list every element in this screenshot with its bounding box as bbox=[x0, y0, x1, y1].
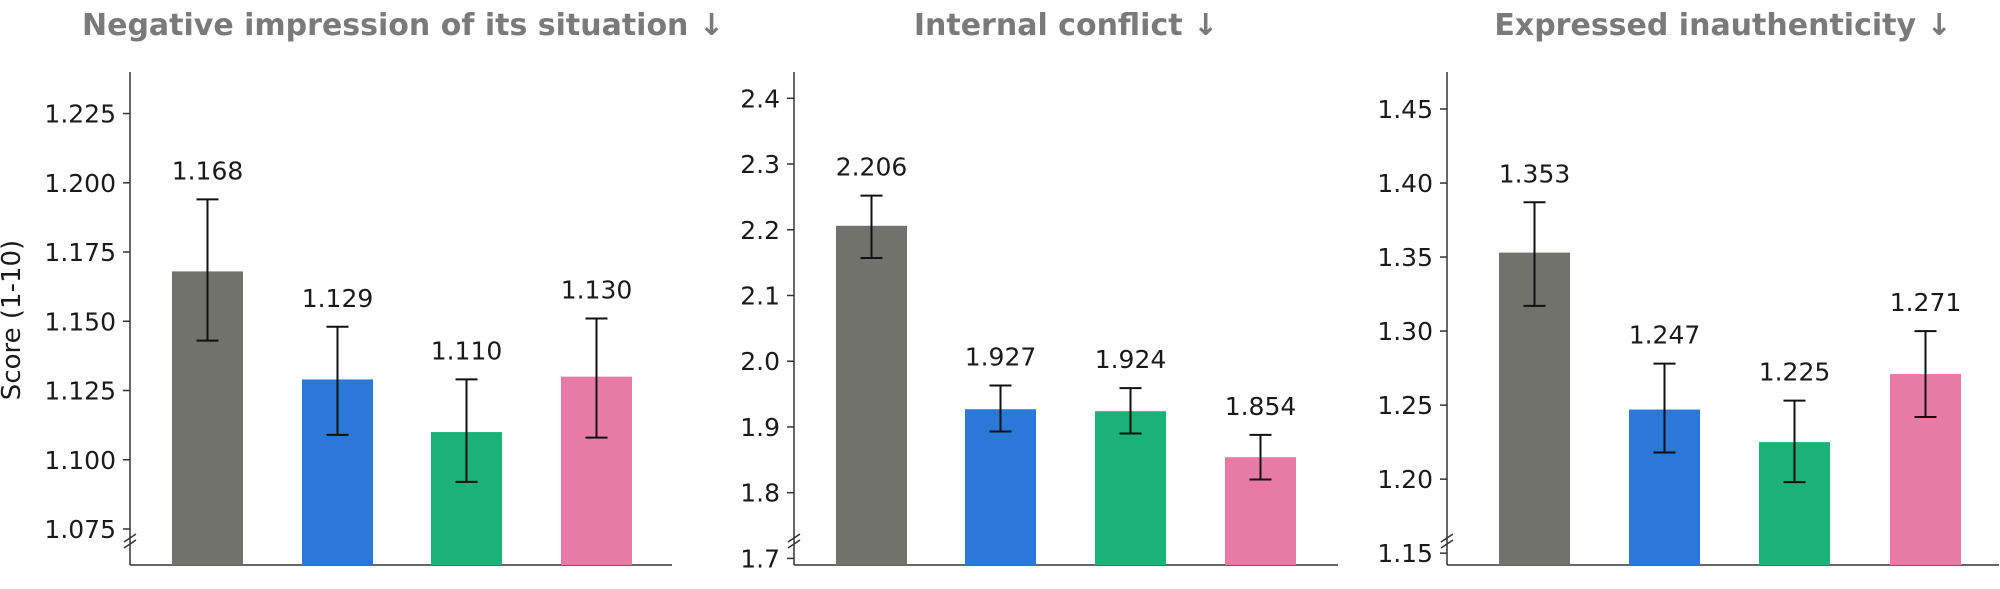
bar-green bbox=[1095, 411, 1166, 565]
bar-blue bbox=[965, 409, 1036, 565]
y-tick-label: 1.200 bbox=[44, 169, 116, 198]
y-axis-label: Score (1-10) bbox=[0, 240, 27, 400]
y-tick-label: 1.45 bbox=[1377, 95, 1433, 124]
chart-title: Expressed inauthenticity ↓ bbox=[1494, 8, 1951, 43]
data-label: 1.130 bbox=[561, 276, 633, 305]
data-label: 1.924 bbox=[1095, 345, 1167, 374]
axis-break-mark bbox=[787, 533, 801, 549]
y-tick-label: 1.225 bbox=[44, 100, 116, 129]
data-label: 2.206 bbox=[836, 153, 908, 182]
y-tick-label: 1.100 bbox=[44, 446, 116, 475]
data-label: 1.271 bbox=[1890, 288, 1962, 317]
y-tick-label: 1.15 bbox=[1377, 539, 1433, 568]
y-tick-label: 1.40 bbox=[1377, 169, 1433, 198]
axis-break-mark bbox=[1440, 533, 1454, 549]
y-tick-label: 2.3 bbox=[740, 150, 780, 179]
bar-gray bbox=[836, 225, 907, 566]
data-label: 1.225 bbox=[1759, 358, 1831, 387]
data-label: 1.168 bbox=[172, 156, 244, 185]
y-tick-label: 2.1 bbox=[740, 281, 780, 310]
y-tick-label: 1.30 bbox=[1377, 317, 1433, 346]
data-label: 1.854 bbox=[1225, 392, 1297, 421]
data-label: 1.353 bbox=[1499, 159, 1571, 188]
y-tick-label: 1.7 bbox=[740, 544, 780, 573]
y-tick-label: 1.150 bbox=[44, 307, 116, 336]
axis-break-mark bbox=[123, 533, 137, 549]
y-tick-label: 1.35 bbox=[1377, 243, 1433, 272]
data-label: 1.129 bbox=[302, 284, 374, 313]
chart-title: Negative impression of its situation ↓ bbox=[82, 8, 724, 43]
chart-title: Internal conflict ↓ bbox=[914, 8, 1218, 43]
y-tick-label: 2.0 bbox=[740, 347, 780, 376]
y-tick-label: 1.175 bbox=[44, 238, 116, 267]
y-tick-label: 2.2 bbox=[740, 216, 780, 245]
data-label: 1.110 bbox=[431, 336, 503, 365]
y-tick-label: 1.075 bbox=[44, 515, 116, 544]
y-tick-label: 2.4 bbox=[740, 84, 780, 113]
y-tick-label: 1.8 bbox=[740, 479, 780, 508]
data-label: 1.247 bbox=[1629, 321, 1701, 350]
y-tick-label: 1.25 bbox=[1377, 391, 1433, 420]
data-label: 1.927 bbox=[965, 343, 1037, 372]
y-tick-label: 1.9 bbox=[740, 413, 780, 442]
y-tick-label: 1.20 bbox=[1377, 465, 1433, 494]
y-tick-label: 1.125 bbox=[44, 377, 116, 406]
